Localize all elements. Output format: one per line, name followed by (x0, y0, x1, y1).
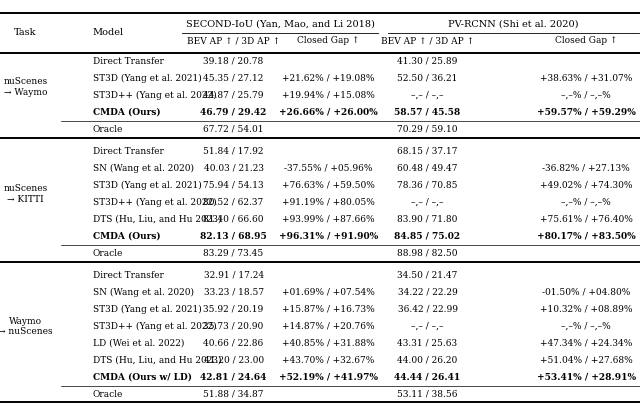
Text: 41.30 / 25.89: 41.30 / 25.89 (397, 57, 458, 66)
Text: 33.23 / 18.57: 33.23 / 18.57 (204, 288, 264, 297)
Text: +59.57% / +59.29%: +59.57% / +59.29% (537, 108, 636, 117)
Text: 44.44 / 26.41: 44.44 / 26.41 (394, 373, 461, 382)
Text: Direct Transfer: Direct Transfer (93, 147, 164, 156)
Text: BEV AP ↑ / 3D AP ↑: BEV AP ↑ / 3D AP ↑ (381, 36, 474, 45)
Text: LD (Wei et al. 2022): LD (Wei et al. 2022) (93, 339, 184, 348)
Text: +51.04% / +27.68%: +51.04% / +27.68% (540, 356, 632, 365)
Text: Waymo
→ nuScenes: Waymo → nuScenes (0, 317, 53, 336)
Text: Direct Transfer: Direct Transfer (93, 57, 164, 66)
Text: -01.50% / +04.80%: -01.50% / +04.80% (542, 288, 630, 297)
Text: 58.57 / 45.58: 58.57 / 45.58 (394, 108, 461, 117)
Text: 84.85 / 75.02: 84.85 / 75.02 (394, 232, 461, 241)
Text: +19.94% / +15.08%: +19.94% / +15.08% (282, 91, 375, 100)
Text: 51.88 / 34.87: 51.88 / 34.87 (204, 390, 264, 399)
Text: –,–% / –,–%: –,–% / –,–% (561, 322, 611, 331)
Text: 43.31 / 25.63: 43.31 / 25.63 (397, 339, 458, 348)
Text: Direct Transfer: Direct Transfer (93, 271, 164, 280)
Text: –,– / –,–: –,– / –,– (412, 198, 444, 207)
Text: 78.36 / 70.85: 78.36 / 70.85 (397, 181, 458, 190)
Text: +01.69% / +07.54%: +01.69% / +07.54% (282, 288, 375, 297)
Text: +26.66% / +26.00%: +26.66% / +26.00% (279, 108, 378, 117)
Text: Oracle: Oracle (93, 125, 123, 134)
Text: 67.72 / 54.01: 67.72 / 54.01 (204, 125, 264, 134)
Text: 83.29 / 73.45: 83.29 / 73.45 (204, 249, 264, 258)
Text: +52.19% / +41.97%: +52.19% / +41.97% (279, 373, 378, 382)
Text: Closed Gap ↑: Closed Gap ↑ (555, 36, 618, 45)
Text: -36.82% / +27.13%: -36.82% / +27.13% (542, 164, 630, 173)
Text: +14.87% / +20.76%: +14.87% / +20.76% (282, 322, 374, 331)
Text: –,– / –,–: –,– / –,– (412, 322, 444, 331)
Text: +10.32% / +08.89%: +10.32% / +08.89% (540, 305, 632, 314)
Text: 32.91 / 17.24: 32.91 / 17.24 (204, 271, 264, 280)
Text: Model: Model (93, 28, 124, 37)
Text: DTS (Hu, Liu, and Hu 2023): DTS (Hu, Liu, and Hu 2023) (93, 356, 221, 365)
Text: 42.81 / 24.64: 42.81 / 24.64 (200, 373, 267, 382)
Text: +47.34% / +24.34%: +47.34% / +24.34% (540, 339, 632, 348)
Text: +49.02% / +74.30%: +49.02% / +74.30% (540, 181, 632, 190)
Text: 80.52 / 62.37: 80.52 / 62.37 (204, 198, 264, 207)
Text: DTS (Hu, Liu, and Hu 2023): DTS (Hu, Liu, and Hu 2023) (93, 215, 221, 224)
Text: CMDA (Ours): CMDA (Ours) (93, 108, 161, 117)
Text: 82.13 / 68.95: 82.13 / 68.95 (200, 232, 267, 241)
Text: 41.20 / 23.00: 41.20 / 23.00 (204, 356, 264, 365)
Text: 46.79 / 29.42: 46.79 / 29.42 (200, 108, 267, 117)
Text: Oracle: Oracle (93, 249, 123, 258)
Text: +91.19% / +80.05%: +91.19% / +80.05% (282, 198, 375, 207)
Text: 83.90 / 71.80: 83.90 / 71.80 (397, 215, 458, 224)
Text: SN (Wang et al. 2020): SN (Wang et al. 2020) (93, 288, 194, 297)
Text: ST3D++ (Yang et al. 2022): ST3D++ (Yang et al. 2022) (93, 91, 216, 100)
Text: 44.87 / 25.79: 44.87 / 25.79 (204, 91, 264, 100)
Text: 34.22 / 22.29: 34.22 / 22.29 (397, 288, 458, 297)
Text: –,–% / –,–%: –,–% / –,–% (561, 91, 611, 100)
Text: +96.31% / +91.90%: +96.31% / +91.90% (278, 232, 378, 241)
Text: +38.63% / +31.07%: +38.63% / +31.07% (540, 74, 632, 83)
Text: Oracle: Oracle (93, 390, 123, 399)
Text: ST3D++ (Yang et al. 2022): ST3D++ (Yang et al. 2022) (93, 198, 216, 207)
Text: SN (Wang et al. 2020): SN (Wang et al. 2020) (93, 164, 194, 173)
Text: +43.70% / +32.67%: +43.70% / +32.67% (282, 356, 374, 365)
Text: +53.41% / +28.91%: +53.41% / +28.91% (537, 373, 636, 382)
Text: 45.35 / 27.12: 45.35 / 27.12 (204, 74, 264, 83)
Text: +93.99% / +87.66%: +93.99% / +87.66% (282, 215, 374, 224)
Text: +21.62% / +19.08%: +21.62% / +19.08% (282, 74, 374, 83)
Text: 40.03 / 21.23: 40.03 / 21.23 (204, 164, 264, 173)
Text: 40.66 / 22.86: 40.66 / 22.86 (204, 339, 264, 348)
Text: +80.17% / +83.50%: +80.17% / +83.50% (537, 232, 636, 241)
Text: –,– / –,–: –,– / –,– (412, 91, 444, 100)
Text: 39.18 / 20.78: 39.18 / 20.78 (204, 57, 264, 66)
Text: CMDA (Ours): CMDA (Ours) (93, 232, 161, 241)
Text: 53.11 / 38.56: 53.11 / 38.56 (397, 390, 458, 399)
Text: ST3D (Yang et al. 2021): ST3D (Yang et al. 2021) (93, 74, 202, 83)
Text: 75.94 / 54.13: 75.94 / 54.13 (204, 181, 264, 190)
Text: 52.50 / 36.21: 52.50 / 36.21 (397, 74, 458, 83)
Text: 68.15 / 37.17: 68.15 / 37.17 (397, 147, 458, 156)
Text: -37.55% / +05.96%: -37.55% / +05.96% (284, 164, 372, 173)
Text: +40.85% / +31.88%: +40.85% / +31.88% (282, 339, 374, 348)
Text: CMDA (Ours w/ LD): CMDA (Ours w/ LD) (93, 373, 192, 382)
Text: 35.73 / 20.90: 35.73 / 20.90 (204, 322, 264, 331)
Text: ST3D (Yang et al. 2021): ST3D (Yang et al. 2021) (93, 181, 202, 190)
Text: 35.92 / 20.19: 35.92 / 20.19 (204, 305, 264, 314)
Text: 36.42 / 22.99: 36.42 / 22.99 (397, 305, 458, 314)
Text: 34.50 / 21.47: 34.50 / 21.47 (397, 271, 458, 280)
Text: SECOND-IoU (Yan, Mao, and Li 2018): SECOND-IoU (Yan, Mao, and Li 2018) (186, 20, 374, 29)
Text: BEV AP ↑ / 3D AP ↑: BEV AP ↑ / 3D AP ↑ (187, 36, 280, 45)
Text: 44.00 / 26.20: 44.00 / 26.20 (397, 356, 458, 365)
Text: PV-RCNN (Shi et al. 2020): PV-RCNN (Shi et al. 2020) (449, 20, 579, 29)
Text: 81.40 / 66.60: 81.40 / 66.60 (204, 215, 264, 224)
Text: Closed Gap ↑: Closed Gap ↑ (297, 36, 360, 45)
Text: +15.87% / +16.73%: +15.87% / +16.73% (282, 305, 374, 314)
Text: Task: Task (14, 28, 37, 37)
Text: +75.61% / +76.40%: +75.61% / +76.40% (540, 215, 633, 224)
Text: 88.98 / 82.50: 88.98 / 82.50 (397, 249, 458, 258)
Text: ST3D++ (Yang et al. 2022): ST3D++ (Yang et al. 2022) (93, 322, 216, 331)
Text: 70.29 / 59.10: 70.29 / 59.10 (397, 125, 458, 134)
Text: 60.48 / 49.47: 60.48 / 49.47 (397, 164, 458, 173)
Text: ST3D (Yang et al. 2021): ST3D (Yang et al. 2021) (93, 305, 202, 314)
Text: –,–% / –,–%: –,–% / –,–% (561, 198, 611, 207)
Text: 51.84 / 17.92: 51.84 / 17.92 (204, 147, 264, 156)
Text: nuScenes
→ Waymo: nuScenes → Waymo (3, 77, 48, 96)
Text: +76.63% / +59.50%: +76.63% / +59.50% (282, 181, 375, 190)
Text: nuScenes
→ KITTI: nuScenes → KITTI (3, 184, 48, 204)
